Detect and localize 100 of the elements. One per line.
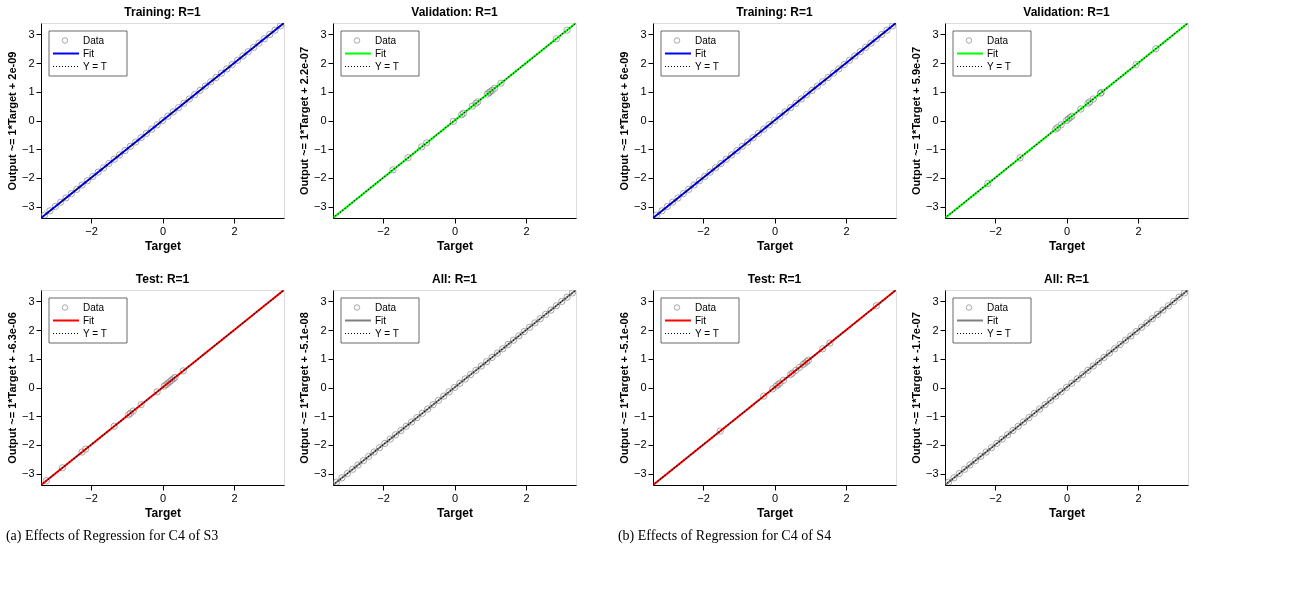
y-tick-label: −3 xyxy=(633,200,647,213)
y-tick-label: 3 xyxy=(320,27,327,40)
point xyxy=(62,194,70,202)
point xyxy=(797,95,805,103)
point xyxy=(1132,60,1140,69)
y-tick-label: 3 xyxy=(640,294,647,307)
legend-label: Fit xyxy=(695,314,707,326)
point xyxy=(1116,340,1124,349)
y-tick-label: −3 xyxy=(313,467,327,480)
point xyxy=(808,86,816,95)
point xyxy=(733,146,741,155)
y-tick-label: 2 xyxy=(640,323,647,336)
point xyxy=(792,366,800,374)
y-tick-label: 2 xyxy=(932,56,939,69)
legend-label: Y = T xyxy=(375,60,399,72)
point xyxy=(960,465,969,473)
point xyxy=(955,469,963,478)
point xyxy=(826,339,834,347)
x-tick-label: 2 xyxy=(843,224,850,237)
x-axis-title: Target xyxy=(1049,505,1085,520)
point xyxy=(867,39,875,47)
y-tick-label: 3 xyxy=(28,294,35,307)
point xyxy=(490,84,499,93)
x-axis-title: Target xyxy=(757,505,793,520)
y-tick-label: 0 xyxy=(28,114,35,126)
point xyxy=(845,56,854,64)
point xyxy=(749,134,757,142)
legend-label: Data xyxy=(83,34,105,46)
y-tick-label: 2 xyxy=(932,323,939,336)
y-axis-title: Output ~= 1*Target + 5.9e-07 xyxy=(909,46,922,196)
x-tick-label: −2 xyxy=(697,224,710,237)
y-tick-label: −2 xyxy=(313,438,327,451)
point xyxy=(765,121,773,129)
point xyxy=(158,116,167,125)
x-tick-label: 0 xyxy=(159,491,167,504)
point xyxy=(998,435,1006,443)
y-tick-label: 2 xyxy=(640,56,647,69)
point xyxy=(153,388,161,396)
point xyxy=(1016,154,1024,162)
chart-title: Training: R=1 xyxy=(124,5,201,19)
y-axis-title: Output ~= 1*Target + -5.1e-08 xyxy=(297,312,310,464)
x-tick-label: 0 xyxy=(159,224,167,237)
point xyxy=(472,366,480,374)
x-tick-label: 2 xyxy=(1135,491,1142,504)
point xyxy=(717,159,725,168)
point xyxy=(67,189,76,198)
legend-label: Fit xyxy=(987,314,999,326)
y-tick-label: −2 xyxy=(313,171,327,184)
point xyxy=(509,336,518,344)
point xyxy=(1019,418,1028,426)
point xyxy=(82,445,90,453)
chart-title: Training: R=1 xyxy=(736,5,813,19)
y-tick-label: 1 xyxy=(640,85,647,98)
y-tick-label: −1 xyxy=(313,142,327,155)
y-tick-label: −2 xyxy=(925,438,939,451)
point xyxy=(738,142,746,150)
point xyxy=(531,319,539,327)
point xyxy=(1009,426,1017,435)
point xyxy=(525,323,534,331)
point xyxy=(449,117,458,126)
point xyxy=(547,306,555,314)
x-tick-label: 2 xyxy=(1135,224,1142,237)
y-tick-label: 1 xyxy=(640,352,647,365)
point xyxy=(212,73,220,82)
point xyxy=(260,35,269,43)
point xyxy=(744,138,752,146)
x-tick-label: 2 xyxy=(231,491,238,504)
y-tick-label: 1 xyxy=(320,85,327,98)
x-axis-title: Target xyxy=(757,238,793,253)
point xyxy=(429,401,437,409)
point xyxy=(878,30,886,39)
legend-label: Y = T xyxy=(695,327,719,339)
y-tick-label: 0 xyxy=(932,381,939,393)
point xyxy=(73,185,81,193)
x-tick-label: −2 xyxy=(85,491,98,504)
y-tick-label: 1 xyxy=(932,85,939,98)
point xyxy=(153,121,161,129)
y-tick-label: 0 xyxy=(640,114,647,126)
point xyxy=(201,82,210,90)
point xyxy=(1152,45,1160,53)
point xyxy=(359,456,368,465)
point xyxy=(343,469,351,478)
y-tick-label: 0 xyxy=(28,381,35,393)
point xyxy=(835,65,843,73)
point xyxy=(754,129,763,138)
point xyxy=(722,155,730,163)
point xyxy=(760,392,768,400)
point xyxy=(41,211,49,218)
point xyxy=(413,413,421,422)
y-tick-label: −1 xyxy=(633,142,647,155)
point xyxy=(558,297,566,306)
point xyxy=(488,353,496,362)
y-tick-label: 2 xyxy=(28,56,35,69)
legend-label: Fit xyxy=(83,314,95,326)
y-tick-label: −3 xyxy=(633,467,647,480)
legend-label: Data xyxy=(987,301,1009,313)
point xyxy=(563,26,571,34)
x-tick-label: 0 xyxy=(1063,224,1071,237)
legend-label: Y = T xyxy=(83,327,107,339)
point xyxy=(1073,375,1081,383)
